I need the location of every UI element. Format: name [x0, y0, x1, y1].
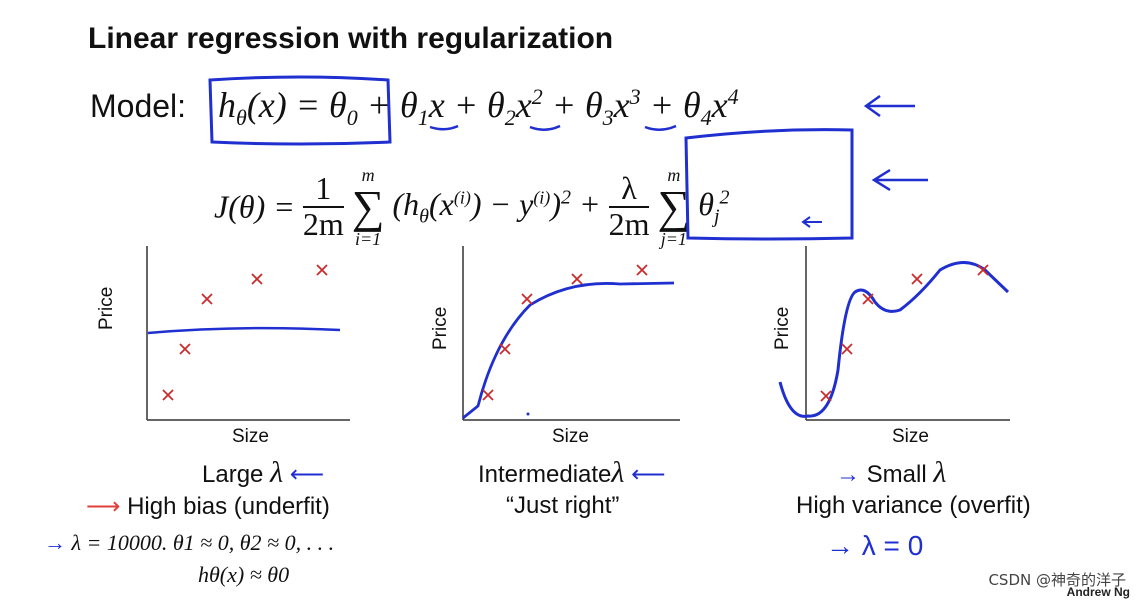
arrow-model-icon — [863, 94, 915, 118]
underline-theta2 — [529, 124, 561, 131]
underline-theta1 — [429, 124, 459, 131]
handwritten-box-hypothesis — [208, 75, 392, 146]
data-points — [482, 264, 648, 401]
note-lambda-zero: → λ = 0 — [826, 530, 924, 561]
data-point — [841, 343, 853, 355]
author-credit: Andrew Ng — [1066, 585, 1130, 599]
arrow-left-icon: ⟵ — [289, 461, 325, 488]
watermark: CSDN @神奇的洋子 — [988, 571, 1126, 589]
caption-small-lambda: → Small λ — [836, 456, 947, 489]
plot-large-lambda — [146, 246, 350, 421]
ylabel-plot3: Price — [772, 306, 793, 350]
data-point — [482, 389, 494, 401]
arrow-right-icon: → — [836, 461, 860, 488]
caption-intermediate-lambda: Intermediateλ ⟵ — [478, 456, 666, 489]
plot-small-lambda — [778, 246, 1010, 421]
data-point — [571, 273, 583, 285]
arrow-j-icon — [801, 216, 822, 228]
arrow-left-icon: ⟵ — [631, 461, 666, 488]
ylabel-plot1: Price — [96, 286, 117, 330]
data-point — [179, 343, 191, 355]
note-lambda-10000: → λ = 10000. θ1 ≈ 0, θ2 ≈ 0, . . . — [44, 530, 335, 555]
arrow-cost-icon — [871, 168, 928, 192]
xlabel-plot3: Size — [892, 426, 929, 447]
data-point — [316, 264, 328, 276]
data-point — [636, 264, 648, 276]
fit-curve — [147, 326, 341, 335]
caption-large-lambda: Large λ ⟵ — [202, 456, 325, 489]
slide-title: Linear regression with regularization — [88, 22, 614, 55]
fit-curve — [462, 281, 675, 420]
data-point — [862, 293, 874, 305]
data-point — [251, 273, 263, 285]
data-point — [521, 293, 533, 305]
fit-curve — [778, 261, 1010, 418]
ylabel-plot2: Price — [430, 306, 451, 350]
arrow-right-icon: ⟶ — [86, 493, 121, 520]
model-label: Model: — [90, 88, 187, 124]
data-point — [820, 390, 832, 402]
data-points — [162, 264, 328, 401]
model-equation: hθ(x) = θ0 + θ1x + θ2x2 + θ3x3 + θ4x4 — [218, 84, 739, 131]
data-point — [201, 293, 213, 305]
data-point — [977, 264, 989, 276]
data-point — [162, 389, 174, 401]
caption-high-bias: ⟶ High bias (underfit) — [86, 493, 330, 520]
note-h-approx-theta0: hθ(x) ≈ θ0 — [198, 562, 290, 587]
caption-high-variance: High variance (overfit) — [796, 492, 1031, 519]
arrow-right-icon: → — [44, 530, 66, 555]
data-point — [499, 343, 511, 355]
handwritten-box-regularization — [684, 128, 854, 241]
xlabel-plot1: Size — [232, 426, 269, 447]
xlabel-plot2: Size — [552, 426, 589, 447]
data-point — [911, 273, 923, 285]
plot-intermediate-lambda — [462, 246, 680, 421]
caption-just-right: “Just right” — [506, 492, 620, 519]
underline-theta3 — [644, 124, 677, 131]
arrow-right-icon: → — [826, 530, 854, 561]
data-points — [820, 264, 989, 402]
